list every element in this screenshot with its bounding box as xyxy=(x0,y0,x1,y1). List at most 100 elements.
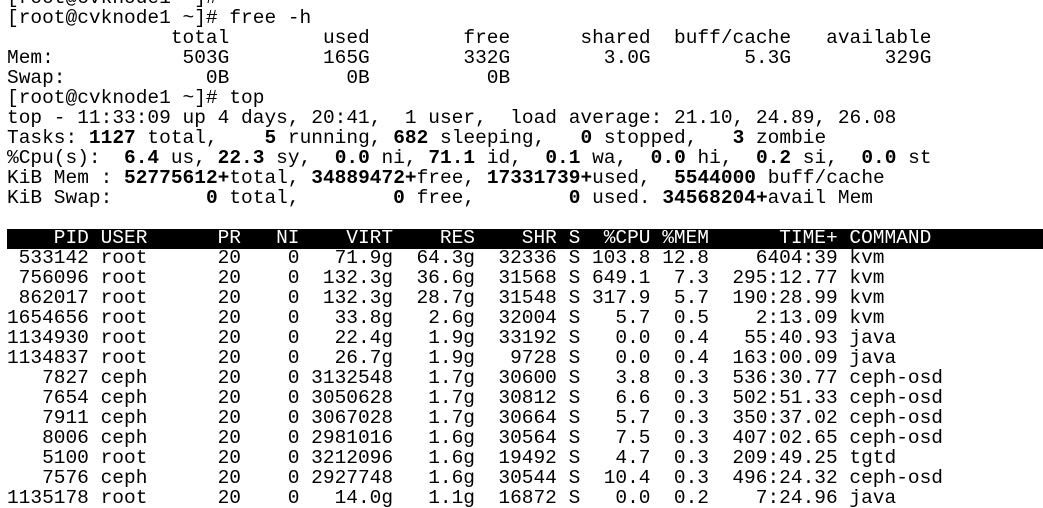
table-cell: 132.3g xyxy=(323,267,393,289)
column-header: USER xyxy=(101,227,148,249)
table-cell: 209:49.25 xyxy=(732,447,837,469)
table-cell: 1654656 xyxy=(7,307,89,329)
table-cell: ceph xyxy=(101,427,148,449)
terminal-line: KiB Swap: 0 total, 0 free, 0 used. 34568… xyxy=(7,187,873,209)
text-segment: wa, xyxy=(580,147,650,169)
table-header-bar xyxy=(7,229,1043,249)
table-cell: 32336 xyxy=(498,247,557,269)
table-cell: ceph xyxy=(101,467,148,489)
table-cell: 30812 xyxy=(498,387,557,409)
table-cell: ceph-osd xyxy=(849,387,943,409)
table-cell: 33192 xyxy=(498,327,557,349)
table-cell: kvm xyxy=(849,287,884,309)
table-cell: 2927748 xyxy=(311,467,393,489)
table-cell: 0 xyxy=(288,347,300,369)
table-cell: 0 xyxy=(288,287,300,309)
table-cell: S xyxy=(569,267,581,289)
table-cell: 20 xyxy=(218,467,241,489)
table-cell: S xyxy=(569,487,581,508)
table-cell: ceph xyxy=(101,387,148,409)
bold-value: 1127 xyxy=(89,127,136,149)
table-cell: 20 xyxy=(218,327,241,349)
text-segment: zombie xyxy=(744,127,826,149)
table-cell: 30564 xyxy=(498,427,557,449)
text-segment: %Cpu(s): xyxy=(7,147,124,169)
column-header: PID xyxy=(54,227,89,249)
table-cell: 3067028 xyxy=(311,407,393,429)
table-cell: 55:40.93 xyxy=(744,327,838,349)
table-cell: ceph xyxy=(101,407,148,429)
text-segment: running, xyxy=(276,127,393,149)
table-cell: 28.7g xyxy=(416,287,475,309)
terminal-line: [root@cvknode1 ~]# xyxy=(7,0,218,9)
table-cell: root xyxy=(101,267,148,289)
table-cell: 32004 xyxy=(498,307,557,329)
column-header: NI xyxy=(276,227,299,249)
table-cell: 36.6g xyxy=(416,267,475,289)
table-cell: 20 xyxy=(218,347,241,369)
column-header: TIME+ xyxy=(779,227,838,249)
table-cell: 317.9 xyxy=(592,287,651,309)
table-cell: 3.8 xyxy=(615,367,650,389)
table-cell: 190:28.99 xyxy=(732,287,837,309)
terminal-line: Swap: 0B 0B 0B xyxy=(7,67,510,89)
column-header: S xyxy=(569,227,581,249)
table-cell: 31548 xyxy=(498,287,557,309)
table-cell: 0.4 xyxy=(674,347,709,369)
text-segment: [root@cvknode1 ~]# top xyxy=(7,87,264,109)
table-cell: 1.9g xyxy=(428,347,475,369)
table-cell: 20 xyxy=(218,427,241,449)
table-cell: 1.6g xyxy=(428,427,475,449)
table-cell: root xyxy=(101,327,148,349)
table-cell: 407:02.65 xyxy=(732,427,837,449)
text-segment: stopped, xyxy=(592,127,732,149)
table-cell: 1.6g xyxy=(428,447,475,469)
bold-value: 22.3 xyxy=(218,147,265,169)
bold-value: 17331739+ xyxy=(487,167,592,189)
text-segment: ni, xyxy=(370,147,429,169)
text-segment: total used free shared buff/cache availa… xyxy=(7,27,931,49)
table-cell: 1.1g xyxy=(428,487,475,508)
text-segment: Swap: 0B 0B 0B xyxy=(7,67,510,89)
table-cell: 0 xyxy=(288,367,300,389)
table-cell: 0 xyxy=(288,447,300,469)
text-segment: sleeping, xyxy=(428,127,580,149)
table-cell: 31568 xyxy=(498,267,557,289)
table-cell: 0.5 xyxy=(674,307,709,329)
table-cell: 10.4 xyxy=(604,467,651,489)
table-cell: 132.3g xyxy=(323,287,393,309)
bold-value: 0.1 xyxy=(545,147,580,169)
table-cell: 350:37.02 xyxy=(732,407,837,429)
table-cell: 0.3 xyxy=(674,407,709,429)
text-segment: [root@cvknode1 ~]# free -h xyxy=(7,7,311,29)
table-cell: 103.8 xyxy=(592,247,651,269)
table-cell: S xyxy=(569,407,581,429)
table-cell: S xyxy=(569,367,581,389)
text-segment: avail Mem xyxy=(768,187,873,209)
table-cell: 3132548 xyxy=(311,367,393,389)
table-cell: 0.3 xyxy=(674,387,709,409)
table-cell: 7.5 xyxy=(615,427,650,449)
text-segment: free, xyxy=(405,187,569,209)
column-header: RES xyxy=(440,227,475,249)
text-segment: used, xyxy=(592,167,674,189)
table-cell: 2:13.09 xyxy=(756,307,838,329)
table-cell: 3050628 xyxy=(311,387,393,409)
table-cell: 9728 xyxy=(510,347,557,369)
table-cell: 0.3 xyxy=(674,447,709,469)
table-cell: 30600 xyxy=(498,367,557,389)
table-cell: 0 xyxy=(288,467,300,489)
bold-value: 0.0 xyxy=(651,147,686,169)
table-cell: java xyxy=(849,327,896,349)
table-cell: 533142 xyxy=(19,247,89,269)
text-segment: total, xyxy=(136,127,265,149)
column-header: PR xyxy=(218,227,242,249)
terminal-line: top - 11:33:09 up 4 days, 20:41, 1 user,… xyxy=(7,107,896,129)
table-cell: 20 xyxy=(218,307,241,329)
table-cell: 20 xyxy=(218,247,241,269)
table-cell: 33.8g xyxy=(335,307,394,329)
table-cell: 1.9g xyxy=(428,327,475,349)
table-cell: root xyxy=(101,247,148,269)
table-cell: 20 xyxy=(218,447,241,469)
table-cell: 20 xyxy=(218,407,241,429)
